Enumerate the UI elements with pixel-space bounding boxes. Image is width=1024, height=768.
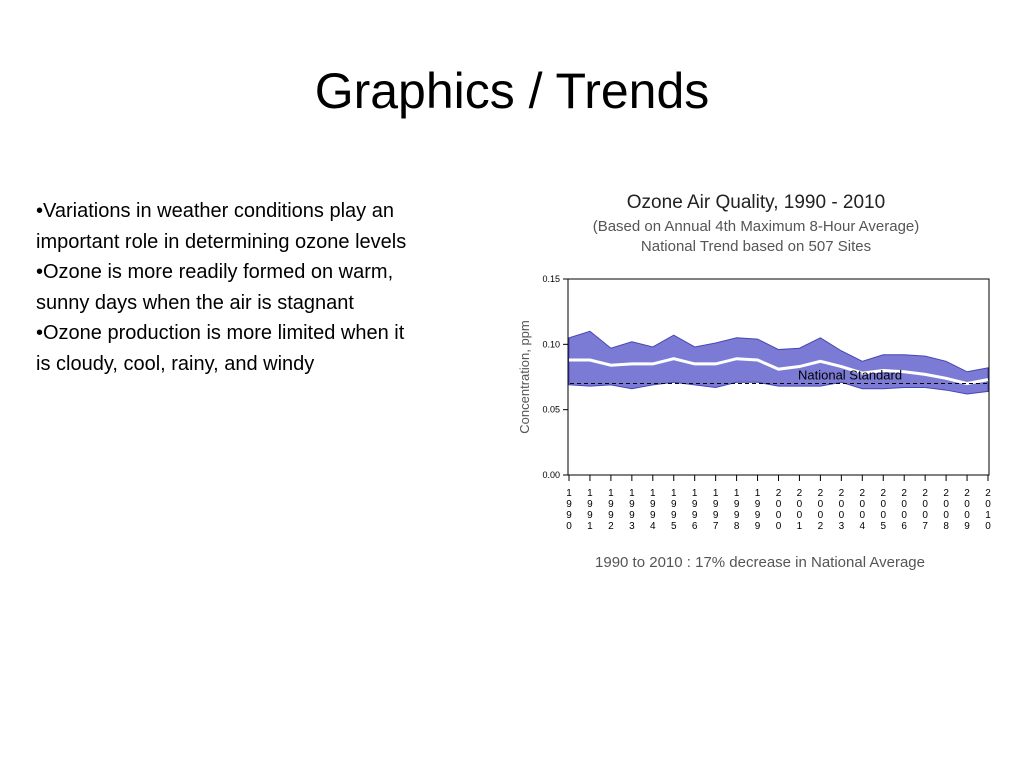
chart-subtitle: (Based on Annual 4th Maximum 8-Hour Aver… <box>592 218 920 235</box>
bullet-item: •Variations in weather conditions play a… <box>36 200 407 253</box>
y-tick-label: 0.05 <box>542 405 560 415</box>
bullet-item: •Ozone is more readily formed on warm, s… <box>36 261 394 314</box>
chart-footnote: 1990 to 2010 : 17% decrease in National … <box>595 554 925 571</box>
chart-subtitle-sites: National Trend based on 507 Sites <box>640 238 872 255</box>
y-axis-label: Concentration, ppm <box>517 320 532 433</box>
y-tick-label: 0.15 <box>542 274 560 284</box>
y-tick-label: 0.00 <box>542 470 560 480</box>
slide-title: Graphics / Trends <box>314 63 710 119</box>
chart-title: Ozone Air Quality, 1990 - 2010 <box>626 192 886 213</box>
national-average-line <box>569 357 989 386</box>
bullet-item: •Ozone production is more limited when i… <box>36 322 405 375</box>
national-standard-label: National Standard <box>798 368 902 383</box>
concentration-band <box>568 330 989 395</box>
bullet-list: •Variations in weather conditions play a… <box>36 196 416 379</box>
y-tick-label: 0.10 <box>542 339 560 349</box>
ozone-trend-chart: National Standard 0.00 0.05 0.10 0.15 Concent… <box>517 274 991 532</box>
